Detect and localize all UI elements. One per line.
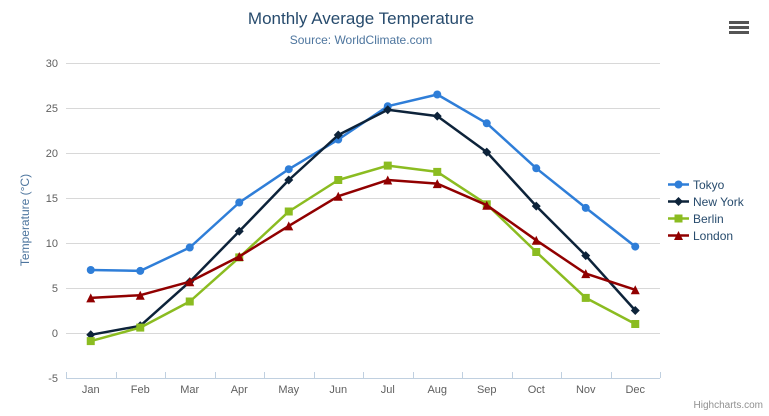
data-point-new-york[interactable] (630, 306, 640, 315)
data-point-tokyo[interactable] (482, 119, 491, 128)
chart-subtitle: Source: WorldClimate.com (289, 33, 433, 47)
chart-title: Monthly Average Temperature (247, 9, 475, 28)
legend-item-berlin[interactable]: Berlin (668, 210, 744, 227)
data-point-berlin[interactable] (532, 248, 541, 256)
legend-item-london[interactable]: London (668, 227, 744, 244)
data-point-london[interactable] (482, 200, 492, 210)
legend-label: London (693, 228, 734, 243)
data-point-berlin[interactable] (581, 293, 590, 302)
data-point-berlin[interactable] (334, 176, 343, 184)
hamburger-icon[interactable] (729, 21, 749, 34)
x-axis-tick-label: Feb (131, 384, 150, 396)
legend-item-tokyo[interactable]: Tokyo (668, 176, 744, 193)
data-point-new-york[interactable] (234, 226, 244, 236)
y-axis-tick-label: 15 (46, 193, 58, 205)
data-point-berlin[interactable] (284, 207, 293, 216)
data-point-berlin[interactable] (433, 167, 442, 176)
series-line-london[interactable] (89, 178, 637, 300)
data-point-new-york[interactable] (531, 201, 541, 211)
x-axis-tick-label: Jan (82, 384, 100, 396)
data-point-london[interactable] (234, 252, 244, 261)
y-axis-tick-label: 20 (46, 148, 58, 160)
data-point-tokyo[interactable] (284, 165, 293, 174)
legend-label: Berlin (693, 211, 724, 226)
legend: Tokyo New York Berlin London (668, 176, 744, 244)
data-point-london[interactable] (432, 179, 442, 189)
credits-link[interactable]: Highcharts.com (693, 400, 763, 411)
x-axis-tick-label: Oct (528, 384, 545, 396)
x-axis-tick-label: Nov (576, 384, 596, 396)
x-axis-tick-label: Jul (381, 384, 395, 396)
y-axis-tick-label: 30 (46, 58, 58, 70)
legend-marker[interactable] (674, 214, 683, 223)
series-line-new-york[interactable] (89, 108, 637, 337)
y-axis-tick-label: 25 (46, 103, 58, 115)
data-point-london[interactable] (630, 285, 640, 295)
data-point-tokyo[interactable] (86, 266, 95, 274)
y-axis-tick-label: 5 (52, 283, 58, 295)
data-point-berlin[interactable] (86, 337, 95, 346)
y-axis-tick-label: -5 (48, 373, 58, 385)
legend-label: New York (693, 194, 744, 209)
legend-marker-square-icon (668, 214, 689, 223)
data-point-london[interactable] (135, 290, 145, 300)
x-axis-tick-label: Dec (625, 384, 645, 396)
data-point-berlin[interactable] (136, 323, 145, 332)
data-point-tokyo[interactable] (581, 203, 590, 212)
series-line-tokyo[interactable] (89, 93, 637, 273)
data-point-london[interactable] (581, 269, 591, 279)
legend-marker[interactable] (674, 231, 683, 240)
legend-label: Tokyo (693, 177, 725, 192)
x-axis-tick-label: Aug (427, 384, 447, 396)
series-line-berlin[interactable] (89, 164, 637, 343)
data-point-tokyo[interactable] (136, 266, 145, 275)
data-point-new-york[interactable] (581, 251, 591, 261)
data-point-tokyo[interactable] (433, 90, 442, 99)
x-axis-tick-label: Sep (477, 384, 497, 396)
y-axis-tick-label: 10 (46, 238, 58, 250)
legend-marker-diamond-icon (668, 197, 689, 206)
data-point-new-york[interactable] (482, 147, 492, 157)
x-axis-tick-label: Mar (180, 384, 199, 396)
data-point-tokyo[interactable] (235, 198, 244, 207)
hamburger-bar (729, 21, 749, 24)
legend-marker[interactable] (674, 197, 683, 206)
x-axis-tick-label: May (278, 384, 299, 396)
data-point-berlin[interactable] (185, 297, 194, 306)
data-point-new-york[interactable] (284, 175, 294, 185)
data-point-new-york[interactable] (86, 330, 96, 340)
data-point-berlin[interactable] (631, 320, 640, 328)
data-point-london[interactable] (333, 191, 343, 201)
x-axis-tick-label: Apr (231, 384, 248, 396)
data-point-london[interactable] (185, 277, 195, 287)
data-point-tokyo[interactable] (631, 242, 640, 251)
data-point-tokyo[interactable] (532, 164, 541, 173)
data-point-new-york[interactable] (333, 130, 343, 140)
data-point-berlin[interactable] (383, 161, 392, 170)
data-point-london[interactable] (383, 175, 393, 185)
data-point-tokyo[interactable] (185, 243, 194, 252)
legend-marker-circle-icon (668, 180, 689, 189)
legend-marker[interactable] (674, 180, 683, 189)
data-point-london[interactable] (86, 293, 96, 303)
legend-marker-triangle-icon (668, 231, 689, 240)
data-point-london[interactable] (531, 235, 541, 245)
legend-item-new-york[interactable]: New York (668, 193, 744, 210)
data-point-new-york[interactable] (383, 105, 393, 115)
data-point-new-york[interactable] (432, 111, 442, 121)
hamburger-bar (729, 31, 749, 34)
y-axis-tick-label: 0 (52, 328, 58, 340)
data-point-london[interactable] (284, 221, 294, 231)
x-axis-tick-label: Jun (329, 384, 347, 396)
hamburger-bar (729, 26, 749, 29)
